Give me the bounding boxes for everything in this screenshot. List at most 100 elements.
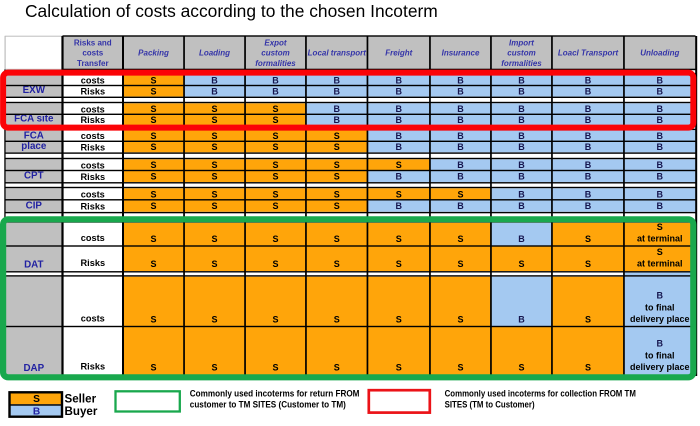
svg-text:S: S [585,259,591,269]
svg-text:B: B [33,406,40,417]
svg-text:S: S [272,104,278,114]
svg-text:Buyer: Buyer [65,405,98,418]
svg-text:B: B [585,104,592,114]
svg-text:S: S [334,172,340,182]
svg-text:B: B [396,75,403,85]
svg-text:S: S [150,115,156,125]
svg-text:S: S [272,234,278,244]
svg-text:B: B [518,172,525,182]
svg-text:B: B [334,115,341,125]
svg-text:delivery place: delivery place [630,314,690,324]
svg-text:B: B [518,104,525,114]
svg-text:DAP: DAP [23,363,44,374]
svg-text:B: B [334,104,341,114]
svg-text:B: B [334,86,341,96]
svg-text:B: B [585,160,592,170]
svg-text:costs: costs [81,104,105,114]
svg-text:B: B [657,104,664,114]
svg-text:S: S [272,315,278,325]
svg-text:S: S [334,201,340,211]
svg-text:S: S [518,259,524,269]
svg-text:costs: costs [81,131,105,141]
svg-text:S: S [211,172,217,182]
svg-text:S: S [396,189,402,199]
svg-text:B: B [657,201,664,211]
svg-text:Seller: Seller [65,393,97,406]
svg-text:B: B [518,315,525,325]
svg-text:S: S [33,394,40,405]
svg-text:B: B [211,86,218,96]
svg-text:S: S [272,160,278,170]
svg-text:Import: Import [509,39,534,48]
svg-text:B: B [457,86,464,96]
svg-text:Risks: Risks [81,142,106,152]
svg-text:Risks: Risks [81,362,106,372]
svg-text:B: B [585,142,592,152]
svg-text:Calculation of costs according: Calculation of costs according to the ch… [25,1,438,21]
svg-text:S: S [211,131,217,141]
svg-text:B: B [657,160,664,170]
svg-text:S: S [150,75,156,85]
svg-text:Insurance: Insurance [442,49,480,58]
svg-text:Loading: Loading [199,49,230,58]
svg-text:B: B [518,142,525,152]
svg-text:custom: custom [507,49,535,58]
svg-text:B: B [585,86,592,96]
svg-text:S: S [334,259,340,269]
svg-text:S: S [150,201,156,211]
svg-text:S: S [150,315,156,325]
svg-text:Freight: Freight [385,49,412,58]
svg-text:CPT: CPT [24,171,44,182]
svg-text:B: B [518,131,525,141]
svg-text:Unloading: Unloading [640,49,679,58]
svg-text:B: B [657,86,664,96]
svg-text:S: S [272,259,278,269]
svg-text:S: S [396,315,402,325]
svg-text:S: S [272,363,278,373]
svg-text:FCA site: FCA site [14,114,54,125]
svg-text:S: S [334,234,340,244]
svg-text:S: S [457,234,463,244]
svg-text:S: S [211,201,217,211]
svg-text:S: S [457,315,463,325]
svg-text:at terminal: at terminal [637,258,683,268]
svg-text:S: S [150,160,156,170]
svg-text:Risks and: Risks and [74,39,112,48]
svg-text:S: S [211,160,217,170]
svg-text:S: S [211,259,217,269]
svg-text:Commonly used incoterms for re: Commonly used incoterms for return FROM [190,388,360,399]
svg-text:Packing: Packing [138,49,169,58]
svg-text:B: B [585,131,592,141]
svg-text:Risks: Risks [81,201,106,211]
svg-text:B: B [585,201,592,211]
svg-text:S: S [272,131,278,141]
svg-text:B: B [334,75,341,85]
svg-text:S: S [150,363,156,373]
svg-text:S: S [150,142,156,152]
svg-text:B: B [585,189,592,199]
svg-text:B: B [657,115,664,125]
svg-text:S: S [396,363,402,373]
svg-text:S: S [396,234,402,244]
svg-text:S: S [334,363,340,373]
svg-text:S: S [334,189,340,199]
svg-text:S: S [150,131,156,141]
svg-text:S: S [272,115,278,125]
svg-text:B: B [396,142,403,152]
svg-text:S: S [396,160,402,170]
svg-text:S: S [457,363,463,373]
svg-text:at terminal: at terminal [637,233,683,243]
svg-text:B: B [211,75,218,85]
svg-text:costs: costs [81,233,105,243]
svg-text:B: B [657,142,664,152]
svg-text:B: B [657,291,664,301]
svg-text:Transfer: Transfer [77,59,109,68]
svg-text:B: B [657,339,664,349]
svg-text:S: S [150,234,156,244]
svg-text:S: S [657,222,663,232]
svg-text:S: S [211,142,217,152]
svg-text:place: place [21,141,47,152]
svg-text:B: B [272,86,279,96]
svg-text:Risks: Risks [81,172,106,182]
svg-text:customer to TM SITES (Customer: customer to TM SITES (Customer to TM) [190,399,346,410]
